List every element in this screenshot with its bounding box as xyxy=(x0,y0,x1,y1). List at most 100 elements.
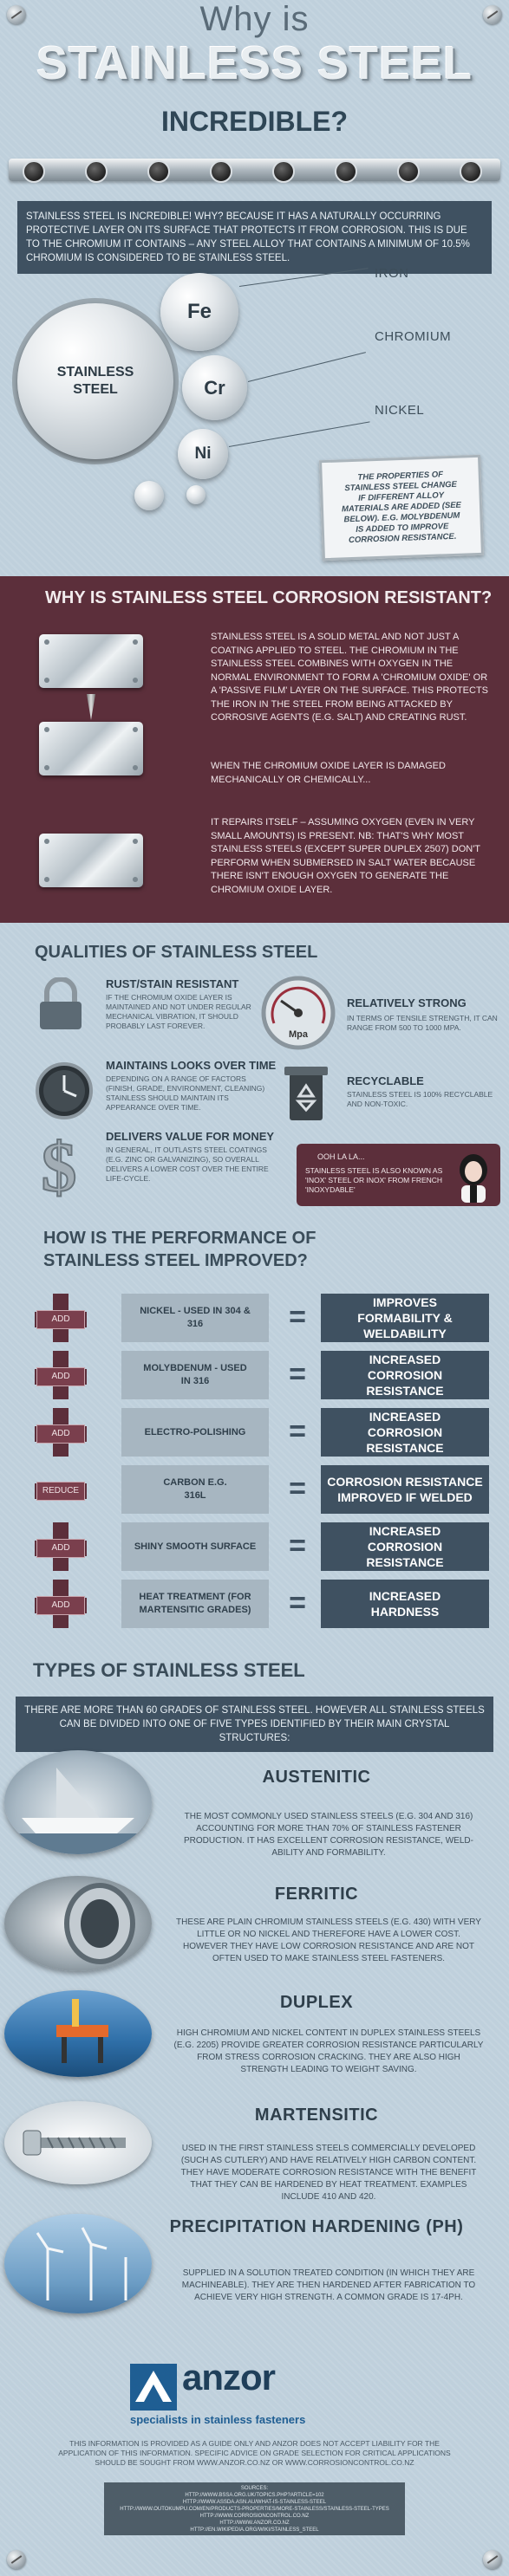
bolt-icon xyxy=(85,160,108,183)
equals-sign: = xyxy=(289,1586,306,1619)
perf-row: ADD MOLYBDENUM - USED IN 316 = INCREASED… xyxy=(35,1351,489,1399)
source-link[interactable]: HTTP://EN.WIKIPEDIA.ORG/WIKI/STAINLESS_S… xyxy=(190,2527,319,2533)
corrosion-section: WHY IS STAINLESS STEEL CORROSION RESISTA… xyxy=(0,576,509,923)
types-title: TYPES OF STAINLESS STEEL xyxy=(33,1659,305,1681)
type-heading-duplex: DUPLEX xyxy=(279,1993,354,2012)
perf-row: ADD SHINY SMOOTH SURFACE = INCREASED COR… xyxy=(35,1522,489,1571)
quality-title-2: RELATIVELY STRONG xyxy=(347,996,467,1009)
gear-fe: Fe xyxy=(160,273,238,351)
wind-turbines-image xyxy=(4,2214,152,2313)
plus-cross-icon: ADD xyxy=(35,1294,87,1342)
perf-result: INCREASED CORROSION RESISTANCE xyxy=(321,1408,489,1457)
perf-result: INCREASED CORROSION RESISTANCE xyxy=(321,1522,489,1571)
gear-tiny xyxy=(186,485,206,504)
gear-stainless-steel: STAINLESS STEEL xyxy=(17,303,173,459)
sources-title: SOURCES: xyxy=(240,2486,269,2491)
type-text-ferritic: THESE ARE PLAIN CHROMIUM STAINLESS STEEL… xyxy=(176,1917,481,1963)
perf-badge: REDUCE xyxy=(36,1482,85,1501)
bolt-icon xyxy=(397,160,420,183)
perf-factor: HEAT TREATMENT (FOR MARTENSITIC GRADES) xyxy=(121,1580,269,1628)
plus-cross-icon: ADD xyxy=(35,1522,87,1571)
equals-sign: = xyxy=(289,1529,306,1562)
gear-cr: Cr xyxy=(182,355,247,420)
french-lady-icon xyxy=(460,1154,487,1203)
title-stainless-steel: STAINLESS STEEL xyxy=(36,37,473,89)
perf-row: ADD HEAT TREATMENT (FOR MARTENSITIC GRAD… xyxy=(35,1580,489,1628)
perf-row: REDUCE CARBON E.G. 316L = CORROSION RESI… xyxy=(35,1465,489,1514)
equals-sign: = xyxy=(289,1472,306,1505)
quality-title-5: DELIVERS VALUE FOR MONEY xyxy=(106,1130,275,1143)
perf-badge: ADD xyxy=(36,1424,85,1444)
type-heading-austenitic: AUSTENITIC xyxy=(262,1768,371,1787)
source-link[interactable]: HTTP://WWW.BSSA.ORG.UK/TOPICS.PHP?ARTICL… xyxy=(185,2493,324,2498)
cr-label: Cr xyxy=(204,376,225,399)
source-link[interactable]: HTTP://WWW.CORROSIONCONTROL.CO.NZ xyxy=(199,2514,310,2519)
qualities-title: QUALITIES OF STAINLESS STEEL xyxy=(35,943,318,962)
gear-main-label: STAINLESS STEEL xyxy=(56,365,134,397)
perf-row: ADD NICKEL - USED IN 304 & 316 = IMPROVE… xyxy=(35,1294,489,1342)
intro-text: STAINLESS STEEL IS INCREDIBLE! WHY? BECA… xyxy=(17,201,492,274)
minus-bar-icon: REDUCE xyxy=(35,1465,87,1514)
perf-factor: MOLYBDENUM - USED IN 316 xyxy=(121,1351,269,1399)
pipe-image xyxy=(4,1876,152,1971)
properties-note: THE PROPERTIES OF STAINLESS STEEL CHANGE… xyxy=(319,454,484,561)
perf-result: INCREASED CORROSION RESISTANCE xyxy=(321,1351,489,1399)
gear-ni: Ni xyxy=(178,429,228,479)
type-text-precipitation: SUPPLIED IN A SOLUTION TREATED CONDITION… xyxy=(181,2268,476,2302)
plus-cross-icon: ADD xyxy=(35,1351,87,1399)
bolt-icon xyxy=(23,160,45,183)
perf-badge: ADD xyxy=(36,1310,85,1329)
source-link[interactable]: HTTP://WWW.OUTOKUMPU.COM/EN/PRODUCTS-PRO… xyxy=(120,2507,389,2512)
bolt-icon xyxy=(147,160,170,183)
bolt-icon xyxy=(272,160,295,183)
source-link[interactable]: HTTP://WWW.ASSDA.ASN.AU/WHAT-IS-STAINLES… xyxy=(182,2500,327,2505)
plus-cross-icon: ADD xyxy=(35,1580,87,1628)
gauge-unit: Mpa xyxy=(289,1029,309,1040)
type-text-austenitic: THE MOST COMMONLY USED STAINLESS STEELS … xyxy=(184,1812,473,1858)
disclaimer: THIS INFORMATION IS PROVIDED AS A GUIDE … xyxy=(58,2439,451,2467)
perf-factor: CARBON E.G. 316L xyxy=(121,1465,269,1514)
quality-title-3: MAINTAINS LOOKS OVER TIME xyxy=(106,1059,277,1072)
perf-factor-text: SHINY SMOOTH SURFACE xyxy=(134,1541,257,1552)
perf-result-text: INCREASED CORROSION RESISTANCE xyxy=(366,1410,444,1455)
pressure-gauge-icon: Mpa xyxy=(261,976,336,1050)
ooh-title: OOH LA LA... xyxy=(317,1152,365,1161)
perf-factor: ELECTRO-POLISHING xyxy=(121,1408,269,1457)
gear-small xyxy=(134,481,164,510)
equals-sign: = xyxy=(289,1415,306,1448)
bolt-icon xyxy=(210,160,232,183)
ni-label: Ni xyxy=(194,444,212,463)
type-heading-precipitation: PRECIPITATION HARDENING (PH) xyxy=(152,2216,481,2238)
bolt-icon xyxy=(460,160,482,183)
ooh-text: STAINLESS STEEL IS ALSO KNOWN AS 'INOX' … xyxy=(305,1166,443,1194)
screw-icon xyxy=(483,2550,502,2569)
perf-badge: ADD xyxy=(36,1539,85,1558)
quality-text-5: IN GENERAL, IT OUTLASTS STEEL COATINGS (… xyxy=(106,1145,269,1183)
source-link[interactable]: HTTP://WWW.ANZOR.CO.NZ xyxy=(219,2521,290,2526)
corrosion-text-3: IT REPAIRS ITSELF – ASSUMING OXYGEN (EVE… xyxy=(211,817,480,895)
repaired-plate-icon xyxy=(39,834,143,887)
quality-text-4: STAINLESS STEEL IS 100% RECYCLABLE AND N… xyxy=(347,1090,493,1108)
perf-row: ADD ELECTRO-POLISHING = INCREASED CORROS… xyxy=(35,1408,489,1457)
perf-result-text: INCREASED HARDNESS xyxy=(369,1589,441,1619)
perf-badge: ADD xyxy=(36,1596,85,1615)
equals-sign: = xyxy=(289,1301,306,1333)
damaged-plate-icon xyxy=(39,722,143,775)
equals-sign: = xyxy=(289,1358,306,1391)
perf-factor-text: CARBON E.G. 316L xyxy=(163,1477,227,1501)
perf-factor: SHINY SMOOTH SURFACE xyxy=(121,1522,269,1571)
brand-tagline: specialists in stainless fasteners xyxy=(130,2413,306,2426)
steel-plate-icon xyxy=(39,634,143,688)
perf-result-text: INCREASED CORROSION RESISTANCE xyxy=(366,1524,444,1569)
chromium-label: CHROMIUM xyxy=(375,329,452,344)
quality-text-2: IN TERMS OF TENSILE STRENGTH, IT CAN RAN… xyxy=(347,1014,498,1032)
brand-name: anzor xyxy=(182,2357,276,2398)
bolt-bar xyxy=(9,159,500,183)
types-intro: THERE ARE MORE THAN 60 GRADES OF STAINLE… xyxy=(16,1697,493,1752)
title-incredible: INCREDIBLE? xyxy=(160,106,349,137)
yacht-image xyxy=(4,1750,152,1854)
perf-badge: ADD xyxy=(36,1367,85,1386)
dollar-sign-icon: $ xyxy=(41,1126,78,1204)
padlock-icon xyxy=(40,977,82,1029)
perf-result-text: IMPROVES FORMABILITY & WELDABILITY xyxy=(357,1295,453,1340)
